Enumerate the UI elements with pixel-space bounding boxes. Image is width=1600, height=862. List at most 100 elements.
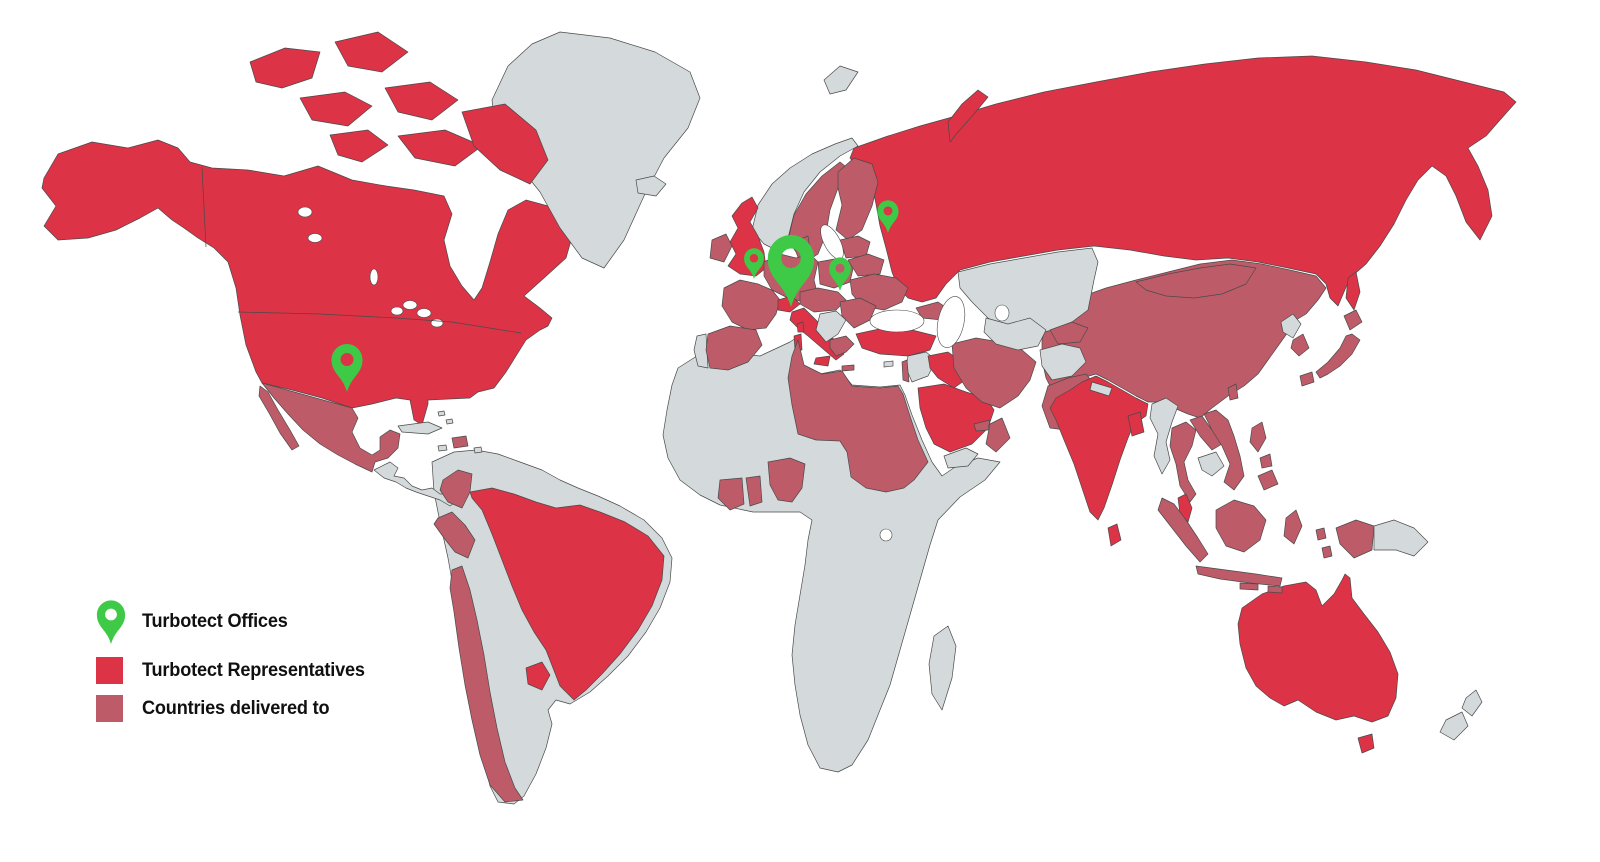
legend-item-offices: Turbotect Offices [96,598,299,645]
country-nigeria [767,457,806,503]
aral-sea [994,304,1010,322]
country-belarus [847,253,885,277]
country-yemen [943,447,979,469]
country-portugal [693,333,709,369]
black-sea [869,309,925,333]
arctic-island [397,129,483,167]
legend-label-delivered: Countries delivered to [142,697,330,719]
central-asia [983,317,1047,351]
philippines-luzon [1249,421,1267,453]
balkans [815,310,847,343]
country-spain [705,325,763,371]
moluccas [1315,527,1327,541]
new-zealand-north [1461,689,1483,717]
sakhalin [1345,271,1361,311]
country-russia [849,55,1517,307]
philippines-visayas [1259,453,1273,469]
country-united-kingdom [727,196,767,277]
cote-divoire [717,477,745,511]
north-korea [1280,313,1302,339]
lesser-sunda [1267,585,1283,594]
legend-label-representatives: Turbotect Representatives [142,659,365,681]
representatives-swatch [96,657,123,684]
israel-lebanon [901,359,910,383]
taiwan [1227,383,1239,401]
country-finland [835,157,879,241]
central-europe [799,287,847,313]
lesser-sunda [1239,582,1259,591]
great-bear-lake [297,206,313,218]
country-france [721,279,781,331]
northeast-africa [787,339,929,493]
office-pin-icon [96,599,126,644]
country-iceland [635,175,667,197]
madagascar [928,625,957,711]
new-zealand-south [1439,711,1469,741]
country-uruguay [525,661,551,691]
arctic-island [249,47,321,89]
arctic-island [334,31,409,73]
country-greece [829,335,855,357]
country-myanmar [1149,397,1179,475]
kyrgyzstan-tajikistan [1049,321,1089,345]
border-usa-canada [237,311,522,334]
country-cambodia [1197,451,1225,477]
bahamas [445,418,454,425]
lake-winnipeg [369,268,379,286]
country-afghanistan [1039,343,1087,381]
delivered-swatch [96,695,123,722]
puerto-rico [473,446,483,454]
country-kazakhstan [957,247,1099,337]
country-ghana [745,475,763,507]
legend-item-representatives: Turbotect Representatives [96,657,382,684]
victoria-island [329,129,389,163]
country-ireland [709,233,733,263]
country-vietnam [1203,409,1245,491]
country-brazil [469,487,665,701]
great-lakes [390,306,404,316]
great-lakes [402,300,418,310]
arctic-island [384,81,459,121]
country-thailand [1169,421,1197,503]
country-australia [1237,573,1399,723]
country-colombia [439,469,473,509]
country-canada-usa [41,139,575,426]
country-cuba [397,421,443,435]
moluccas [1321,545,1333,559]
japan-kyushu [1299,371,1315,387]
sri-lanka [1107,523,1122,547]
hispaniola [451,435,469,449]
lake-victoria [879,528,893,542]
japan-hokkaido [1343,309,1363,331]
west-papua [1335,519,1375,559]
caspian-sea [936,296,966,348]
sumatra [1157,497,1209,563]
java [1195,565,1283,587]
svalbard-islands [823,65,859,95]
country-mexico [261,382,401,473]
country-mongolia [1135,263,1257,299]
country-bangladesh [1127,411,1145,437]
great-slave-lake [307,233,323,243]
arctic-island [299,91,373,127]
philippines-mindanao [1257,469,1279,491]
country-uae [973,419,991,432]
south-korea [1290,333,1310,357]
crete [841,364,855,372]
sicily [813,355,831,367]
tasmania [1357,733,1375,754]
border-alaska-canada [201,166,207,248]
country-chile [449,565,524,803]
japan-honshu [1315,333,1361,379]
great-lakes [430,318,444,328]
borneo [1215,499,1267,553]
bahamas [437,410,446,417]
saudi-arabia [917,383,995,453]
legend-label-offices: Turbotect Offices [142,610,288,632]
country-india [1049,375,1149,521]
legend-item-delivered: Countries delivered to [96,695,343,722]
baffin-island [461,103,549,185]
cyprus [883,360,894,368]
baltic-states [839,235,871,259]
